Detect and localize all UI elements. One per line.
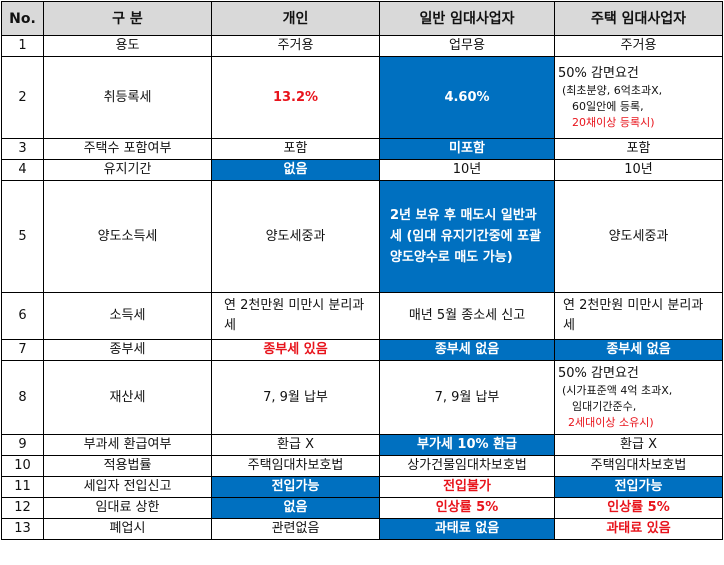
header-category: 구 분 xyxy=(43,1,212,36)
cell-housing: 종부세 없음 xyxy=(554,339,723,361)
row-label: 폐업시 xyxy=(43,518,212,540)
table-row: 5 양도소득세 양도세중과 2년 보유 후 매도시 일반과세 (임대 유지기간중… xyxy=(1,180,723,293)
cell-general: 과태료 없음 xyxy=(379,518,555,540)
cell-individual: 관련없음 xyxy=(211,518,380,540)
cell-individual: 없음 xyxy=(211,159,380,181)
row-label: 양도소득세 xyxy=(43,180,212,293)
header-no: No. xyxy=(1,1,44,36)
cell-housing: 포함 xyxy=(554,138,723,160)
row-label: 소득세 xyxy=(43,292,212,340)
table-row: 4 유지기간 없음 10년 10년 xyxy=(1,159,723,181)
row-no: 12 xyxy=(1,497,44,519)
cell-housing: 10년 xyxy=(554,159,723,181)
table-row: 6 소득세 연 2천만원 미만시 분리과세 매년 5월 종소세 신고 연 2천만… xyxy=(1,292,723,340)
table-row: 8 재산세 7, 9월 납부 7, 9월 납부 50% 감면요건 (시가표준액 … xyxy=(1,360,723,435)
row-no: 9 xyxy=(1,434,44,456)
cell-individual: 전입가능 xyxy=(211,476,380,498)
cell-housing: 과태료 있음 xyxy=(554,518,723,540)
cell-line: 50% 감면요건 xyxy=(558,365,639,381)
row-label: 취등록세 xyxy=(43,56,212,139)
cell-general: 2년 보유 후 매도시 일반과세 (임대 유지기간중에 포괄양도양수로 매도 가… xyxy=(379,180,555,293)
table-row: 7 종부세 종부세 있음 종부세 없음 종부세 없음 xyxy=(1,339,723,361)
cell-line: 20채이상 등록시) xyxy=(572,115,655,129)
row-no: 10 xyxy=(1,455,44,477)
cell-line: (시가표준액 4억 초과X, xyxy=(562,383,673,397)
cell-individual: 연 2천만원 미만시 분리과세 xyxy=(211,292,380,340)
cell-housing: 50% 감면요건 (시가표준액 4억 초과X, 임대기간준수, 2세대이상 소유… xyxy=(554,360,723,435)
row-label: 부과세 환급여부 xyxy=(43,434,212,456)
cell-general: 상가건물임대차보호법 xyxy=(379,455,555,477)
header-individual: 개인 xyxy=(211,1,380,36)
cell-general: 부가세 10% 환급 xyxy=(379,434,555,456)
table-row: 3 주택수 포함여부 포함 미포함 포함 xyxy=(1,138,723,160)
cell-individual: 주거용 xyxy=(211,35,380,57)
row-no: 5 xyxy=(1,180,44,293)
row-no: 2 xyxy=(1,56,44,139)
row-label: 주택수 포함여부 xyxy=(43,138,212,160)
cell-individual: 환급 X xyxy=(211,434,380,456)
cell-general: 인상률 5% xyxy=(379,497,555,519)
row-label: 용도 xyxy=(43,35,212,57)
table-row: 10 적용법률 주택임대차보호법 상가건물임대차보호법 주택임대차보호법 xyxy=(1,455,723,477)
header-row: No. 구 분 개인 일반 임대사업자 주택 임대사업자 xyxy=(1,1,723,36)
row-label: 임대료 상한 xyxy=(43,497,212,519)
cell-housing: 인상률 5% xyxy=(554,497,723,519)
cell-general: 10년 xyxy=(379,159,555,181)
cell-housing: 주택임대차보호법 xyxy=(554,455,723,477)
cell-individual: 양도세중과 xyxy=(211,180,380,293)
table-row: 12 임대료 상한 없음 인상률 5% 인상률 5% xyxy=(1,497,723,519)
cell-individual: 없음 xyxy=(211,497,380,519)
cell-line: 50% 감면요건 xyxy=(558,65,639,81)
cell-individual: 포함 xyxy=(211,138,380,160)
row-no: 11 xyxy=(1,476,44,498)
cell-housing: 50% 감면요건 (최초분양, 6억초과X, 60일안에 등록, 20채이상 등… xyxy=(554,56,723,139)
table-row: 13 폐업시 관련없음 과태료 없음 과태료 있음 xyxy=(1,518,723,540)
row-no: 13 xyxy=(1,518,44,540)
table-row: 9 부과세 환급여부 환급 X 부가세 10% 환급 환급 X xyxy=(1,434,723,456)
cell-individual: 주택임대차보호법 xyxy=(211,455,380,477)
cell-general: 4.60% xyxy=(379,56,555,139)
row-label: 종부세 xyxy=(43,339,212,361)
row-no: 4 xyxy=(1,159,44,181)
cell-general: 종부세 없음 xyxy=(379,339,555,361)
row-no: 3 xyxy=(1,138,44,160)
cell-housing: 환급 X xyxy=(554,434,723,456)
table-row: 1 용도 주거용 업무용 주거용 xyxy=(1,35,723,57)
table-row: 11 세입자 전입신고 전입가능 전입불가 전입가능 xyxy=(1,476,723,498)
cell-line: (최초분양, 6억초과X, xyxy=(562,83,663,97)
cell-housing: 전입가능 xyxy=(554,476,723,498)
cell-individual: 종부세 있음 xyxy=(211,339,380,361)
cell-individual: 7, 9월 납부 xyxy=(211,360,380,435)
row-no: 1 xyxy=(1,35,44,57)
cell-line: 60일안에 등록, xyxy=(572,99,644,113)
cell-general: 미포함 xyxy=(379,138,555,160)
cell-general: 전입불가 xyxy=(379,476,555,498)
row-no: 8 xyxy=(1,360,44,435)
row-label: 유지기간 xyxy=(43,159,212,181)
header-housing-landlord: 주택 임대사업자 xyxy=(554,1,723,36)
cell-housing: 주거용 xyxy=(554,35,723,57)
cell-housing: 양도세중과 xyxy=(554,180,723,293)
cell-line: 2세대이상 소유시) xyxy=(568,415,654,429)
cell-general: 7, 9월 납부 xyxy=(379,360,555,435)
cell-general: 업무용 xyxy=(379,35,555,57)
table-row: 2 취등록세 13.2% 4.60% 50% 감면요건 (최초분양, 6억초과X… xyxy=(1,56,723,139)
header-general-landlord: 일반 임대사업자 xyxy=(379,1,555,36)
row-label: 재산세 xyxy=(43,360,212,435)
comparison-table: No. 구 분 개인 일반 임대사업자 주택 임대사업자 1 용도 주거용 업무… xyxy=(1,1,723,540)
cell-individual: 13.2% xyxy=(211,56,380,139)
row-label: 세입자 전입신고 xyxy=(43,476,212,498)
cell-housing: 연 2천만원 미만시 분리과세 xyxy=(554,292,723,340)
row-no: 7 xyxy=(1,339,44,361)
cell-line: 임대기간준수, xyxy=(572,399,637,413)
row-label: 적용법률 xyxy=(43,455,212,477)
cell-general: 매년 5월 종소세 신고 xyxy=(379,292,555,340)
row-no: 6 xyxy=(1,292,44,340)
